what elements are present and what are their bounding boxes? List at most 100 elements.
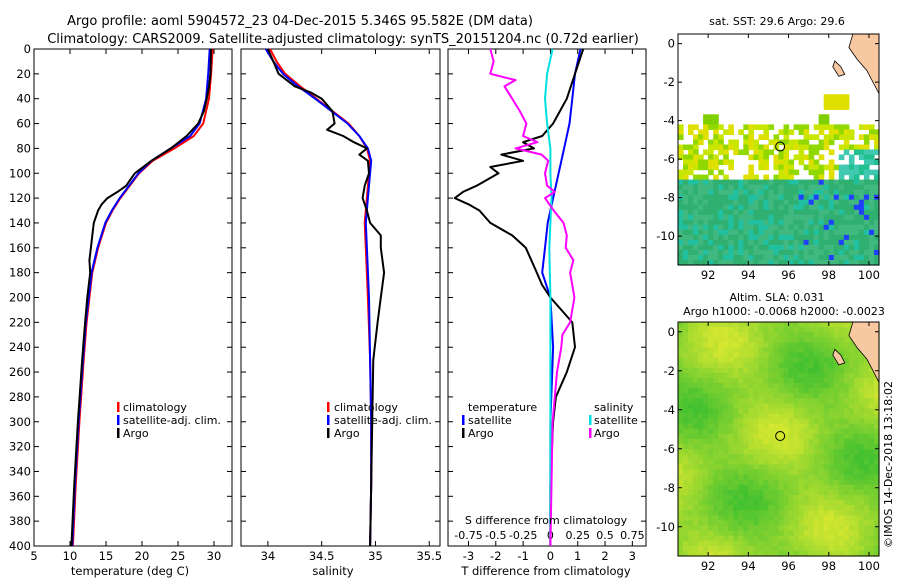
map-cell — [798, 124, 805, 130]
map-cell — [763, 204, 769, 211]
map-cell — [843, 510, 850, 516]
map-cell — [738, 479, 744, 486]
map-cell — [833, 520, 840, 527]
map-cell — [783, 500, 790, 506]
map-cell — [869, 469, 875, 476]
map-cell — [863, 530, 870, 537]
map-cell — [858, 239, 865, 246]
map-cell — [683, 495, 689, 501]
map-cell — [863, 134, 870, 140]
map-cell — [708, 444, 714, 450]
map-cell — [713, 520, 719, 527]
map-cell — [874, 255, 880, 261]
map-cell — [793, 423, 800, 430]
map-cell — [874, 204, 880, 211]
map-cell — [763, 184, 769, 191]
map-cell — [874, 229, 880, 236]
map-cell — [858, 169, 865, 176]
map-cell — [793, 144, 800, 151]
map-cell — [798, 255, 805, 261]
map-cell — [678, 189, 684, 196]
map-cell — [848, 164, 855, 171]
map-cell — [833, 545, 840, 552]
map-cell — [863, 479, 870, 486]
map-cell — [798, 204, 805, 211]
map-cell — [853, 189, 860, 196]
map-cell — [773, 189, 780, 196]
map-cell — [778, 322, 785, 328]
map-cell — [778, 239, 785, 246]
map-cell — [869, 234, 875, 241]
map-cell — [838, 322, 845, 328]
map-cell — [823, 433, 830, 440]
map-cell — [773, 444, 780, 450]
map-cell — [793, 408, 800, 415]
map-cell — [813, 545, 820, 552]
map-cell — [758, 413, 764, 420]
map-cell — [869, 255, 875, 261]
legend-swatch-climatology — [117, 402, 120, 412]
map-cell — [813, 454, 820, 460]
map-cell — [869, 408, 875, 415]
map-cell — [848, 510, 855, 516]
map-cell — [768, 184, 775, 191]
map-cell — [728, 540, 734, 547]
map-cell — [723, 179, 729, 186]
map-cell — [708, 367, 714, 374]
map-cell — [823, 550, 830, 557]
map-cell — [823, 337, 830, 343]
map-cell — [858, 224, 865, 231]
map-cell — [718, 403, 724, 410]
map-cell — [718, 342, 724, 348]
x-tick-label: -3 — [463, 549, 474, 563]
map-cell — [874, 454, 880, 460]
map-cell — [718, 322, 724, 328]
map-cell — [683, 244, 689, 251]
map-cell — [693, 474, 699, 481]
map-cell — [678, 398, 684, 404]
map-cell — [768, 388, 775, 394]
map-cell — [713, 239, 719, 246]
map-cell — [733, 469, 739, 476]
map-cell — [763, 229, 769, 236]
map-cell — [698, 154, 704, 161]
map-cell — [798, 444, 805, 450]
map-cell — [678, 418, 684, 425]
map-cell — [723, 249, 729, 256]
map-cell — [833, 179, 840, 186]
map-cell — [733, 367, 739, 374]
map-cell — [773, 464, 780, 471]
sst-map-frame — [677, 33, 880, 266]
map-cell — [743, 204, 749, 211]
map-cell — [874, 224, 880, 231]
map-cell — [853, 489, 860, 496]
map-cell — [743, 342, 749, 348]
map-cell — [723, 234, 729, 241]
map-cell — [698, 184, 704, 191]
map-cell — [688, 439, 694, 445]
map-cell — [858, 408, 865, 415]
map-cell — [738, 398, 744, 404]
map-cell — [838, 388, 845, 394]
map-cell — [678, 525, 684, 532]
map-cell — [753, 515, 759, 521]
map-cell — [763, 357, 769, 364]
map-cell — [788, 234, 795, 241]
map-cell — [808, 520, 815, 527]
map-cell — [703, 474, 709, 481]
map-cell — [683, 219, 689, 226]
map-cell — [683, 388, 689, 394]
map-cell — [798, 484, 805, 491]
map-cell — [858, 530, 865, 537]
map-cell — [703, 134, 709, 140]
map-lat-label: -4 — [664, 403, 675, 417]
map-cell — [718, 433, 724, 440]
map-cell — [743, 408, 749, 415]
map-cell — [743, 530, 749, 537]
map-cell — [753, 214, 759, 221]
map-cell — [823, 357, 830, 364]
map-lon-label: 100 — [858, 559, 880, 573]
map-cell — [748, 199, 754, 206]
map-cell — [738, 244, 744, 251]
map-cell — [698, 249, 704, 256]
